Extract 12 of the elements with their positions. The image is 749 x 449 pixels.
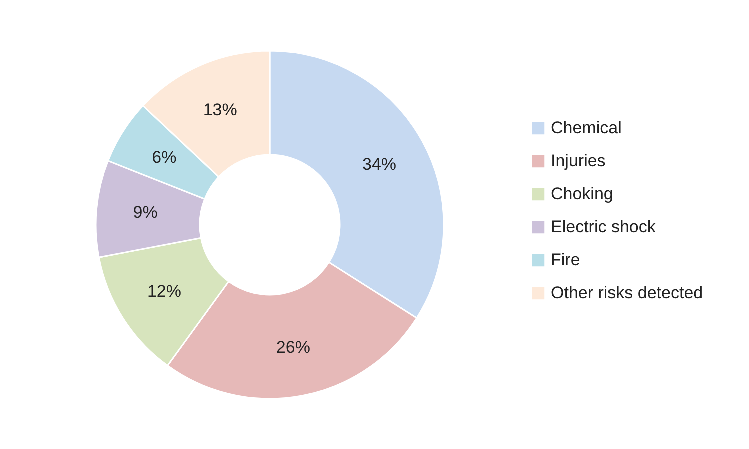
legend-label: Choking <box>551 184 614 204</box>
data-label: 12% <box>147 282 182 301</box>
legend-label: Injuries <box>551 152 606 170</box>
data-label: 26% <box>276 338 310 357</box>
legend-label: Fire <box>551 250 580 270</box>
legend-label: Electric shock <box>551 218 656 236</box>
data-label: 9% <box>133 203 158 222</box>
legend-label: Chemical <box>551 118 622 138</box>
data-label: 34% <box>362 154 397 174</box>
data-label: 13% <box>203 100 238 120</box>
data-label: 6% <box>152 148 177 168</box>
legend-label: Other risks detected <box>551 284 704 302</box>
